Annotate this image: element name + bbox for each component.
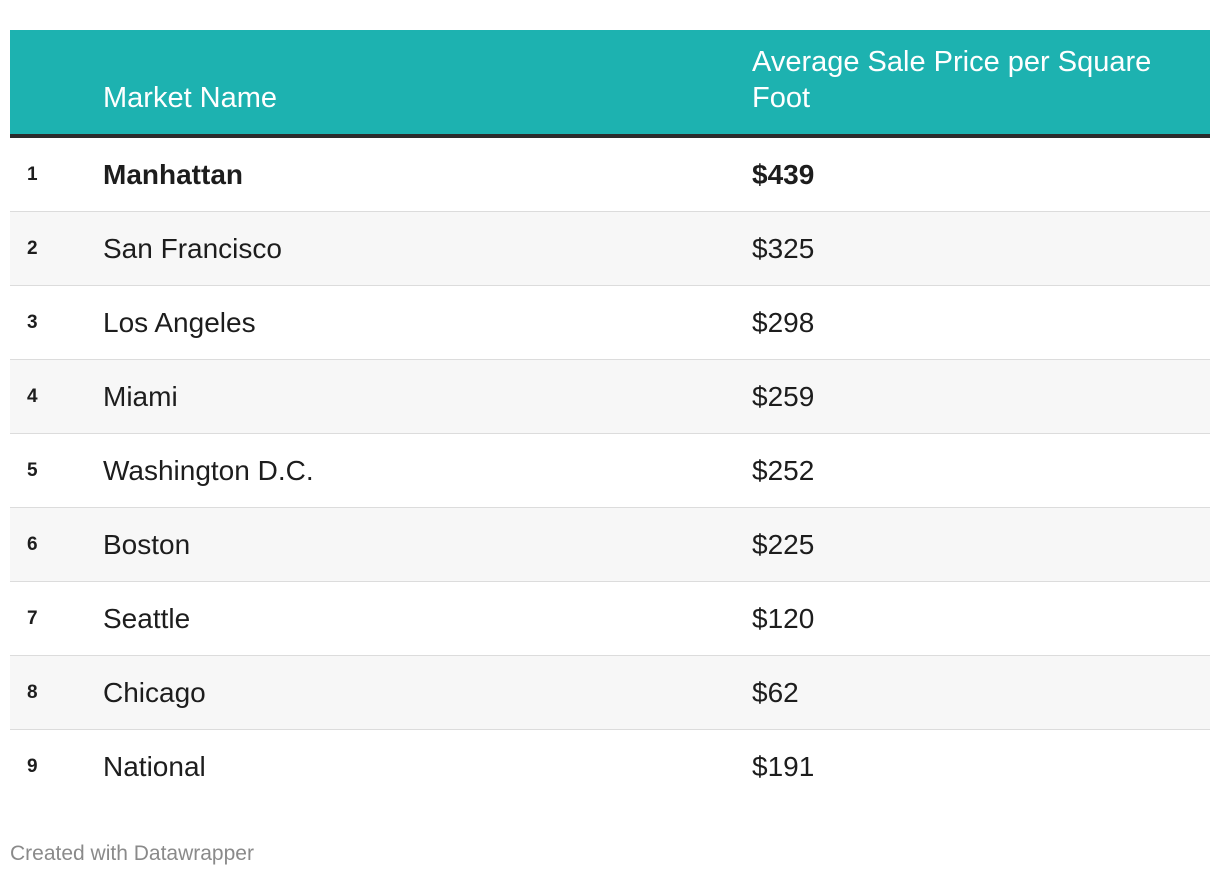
market-name-cell: San Francisco bbox=[103, 233, 282, 264]
market-name-cell: Boston bbox=[103, 529, 191, 560]
rank-cell: 6 bbox=[27, 534, 38, 555]
price-cell: $191 bbox=[752, 751, 815, 782]
table-row: 3 Los Angeles $298 bbox=[10, 286, 1210, 360]
table-header: Market Name Average Sale Price per Squar… bbox=[10, 30, 1210, 138]
market-name-cell: Washington D.C. bbox=[103, 455, 314, 486]
rank-cell: 4 bbox=[27, 386, 38, 407]
rank-cell: 2 bbox=[27, 238, 38, 259]
table-row: 2 San Francisco $325 bbox=[10, 212, 1210, 286]
market-name-cell: Miami bbox=[103, 381, 178, 412]
rank-cell: 9 bbox=[27, 756, 38, 777]
rank-cell: 5 bbox=[27, 460, 38, 481]
table-row: 7 Seattle $120 bbox=[10, 582, 1210, 656]
market-name-cell: Seattle bbox=[103, 603, 191, 634]
table-row: 1 Manhattan $439 bbox=[10, 138, 1210, 212]
market-name-cell: Los Angeles bbox=[103, 307, 256, 338]
market-name-cell: Manhattan bbox=[103, 159, 243, 190]
table-row: 6 Boston $225 bbox=[10, 508, 1210, 582]
column-header-market-name[interactable]: Market Name bbox=[103, 82, 278, 114]
price-cell: $259 bbox=[752, 381, 815, 412]
rank-cell: 7 bbox=[27, 608, 38, 629]
price-cell: $62 bbox=[752, 677, 799, 708]
rank-cell: 8 bbox=[27, 682, 38, 703]
rank-cell: 3 bbox=[27, 312, 38, 333]
price-cell: $325 bbox=[752, 233, 815, 264]
datawrapper-credit[interactable]: Created with Datawrapper bbox=[10, 842, 254, 865]
price-cell: $120 bbox=[752, 603, 815, 634]
rank-cell: 1 bbox=[27, 164, 38, 185]
market-name-cell: National bbox=[103, 751, 206, 782]
price-cell: $225 bbox=[752, 529, 815, 560]
table-row: 5 Washington D.C. $252 bbox=[10, 434, 1210, 508]
table-row: 4 Miami $259 bbox=[10, 360, 1210, 434]
data-table: Market Name Average Sale Price per Squar… bbox=[10, 30, 1210, 803]
price-cell: $252 bbox=[752, 455, 815, 486]
market-name-cell: Chicago bbox=[103, 677, 206, 708]
column-header-average-sale-price[interactable]: Average Sale Price per Square Foot bbox=[752, 46, 1152, 114]
table-row: 9 National $191 bbox=[10, 730, 1210, 803]
price-cell: $298 bbox=[752, 307, 815, 338]
table-row: 8 Chicago $62 bbox=[10, 656, 1210, 730]
price-cell: $439 bbox=[752, 159, 815, 190]
